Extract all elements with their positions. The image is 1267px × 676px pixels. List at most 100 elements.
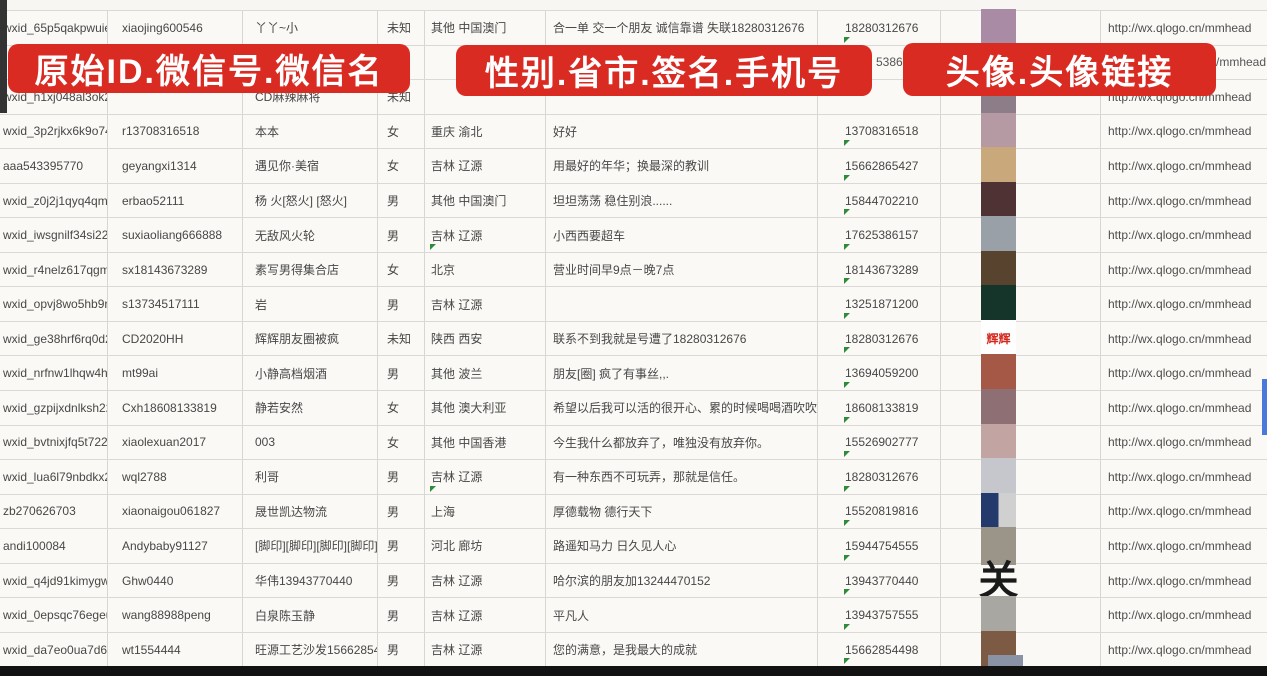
cell-signature[interactable]: 朋友[圈] 疯了有事丝,,. <box>546 356 818 391</box>
cell-signature[interactable]: 有一种东西不可玩弄，那就是信任。 <box>546 460 818 494</box>
cell-gender[interactable]: 男 <box>378 287 425 321</box>
cell-wechat-account[interactable]: Andybaby91127 <box>108 529 243 563</box>
cell-wechat-account[interactable]: xiaonaigou061827 <box>108 494 243 529</box>
cell-gender[interactable]: 女 <box>378 425 425 460</box>
cell-phone[interactable]: 15944754555 <box>818 529 941 563</box>
cell-avatar-link[interactable]: http://wx.qlogo.cn/mmhead <box>1108 20 1252 35</box>
cell-phone[interactable]: 18608133819 <box>818 391 941 425</box>
cell-avatar[interactable] <box>941 285 1101 324</box>
cell-avatar-link[interactable]: http://wx.qlogo.cn/mmhead <box>1108 262 1252 277</box>
cell-signature[interactable]: 营业时间早9点－晚7点 <box>546 252 818 287</box>
cell-original-id[interactable]: wxid_iwsgnilf34si22 <box>0 218 108 252</box>
cell-avatar-link[interactable]: http://wx.qlogo.cn/mmhead <box>1108 228 1252 243</box>
cell-province-city[interactable]: 吉林 辽源 <box>425 149 546 183</box>
cell-province-city[interactable]: 上海 <box>425 494 546 529</box>
cell-phone[interactable]: 15662854498 <box>818 632 941 667</box>
cell-phone[interactable] <box>818 80 941 114</box>
cell-wechat-name[interactable]: 利哥 <box>243 460 378 494</box>
cell-province-city[interactable] <box>425 80 546 114</box>
cell-wechat-name[interactable]: 丫丫~小 <box>243 11 378 45</box>
cell-original-id[interactable]: wxid_lua6l79nbdkx21 <box>0 460 108 494</box>
cell-phone[interactable]: 15662865427 <box>818 149 941 183</box>
cell-gender[interactable]: 男 <box>378 356 425 391</box>
cell-wechat-name[interactable]: 辉辉朋友圈被疯 <box>243 321 378 356</box>
cell-original-id[interactable]: wxid_h1xj048al3ok22 <box>0 80 108 114</box>
cell-signature[interactable]: 希望以后我可以活的很开心、累的时候喝喝酒吹吹[ <box>546 391 818 425</box>
cell-avatar-link[interactable]: http://wx.qlogo.cn/mmhead <box>1108 366 1252 381</box>
cell-signature[interactable] <box>546 287 818 321</box>
cell-province-city[interactable]: 吉林 辽源 <box>425 218 546 252</box>
cell-original-id[interactable]: wxid_0epsqc76egeu22 <box>0 598 108 632</box>
cell-avatar[interactable] <box>941 112 1101 151</box>
cell-avatar[interactable] <box>941 389 1101 428</box>
cell-gender[interactable]: 男 <box>378 529 425 563</box>
cell-phone[interactable]: 18280312676 <box>818 460 941 494</box>
cell-phone[interactable]: 17625386157 <box>818 218 941 252</box>
cell-gender[interactable]: 男 <box>378 183 425 218</box>
cell-original-id[interactable]: wxid_z0j2j1qyq4qm22 <box>0 183 108 218</box>
cell-phone[interactable]: 15844702210 <box>818 183 941 218</box>
cell-signature[interactable]: 坦坦荡荡 稳住别浪...... <box>546 183 818 218</box>
cell-wechat-account[interactable]: wql2788 <box>108 460 243 494</box>
cell-gender[interactable] <box>378 45 425 80</box>
cell-gender[interactable]: 女 <box>378 391 425 425</box>
cell-avatar[interactable] <box>941 527 1101 566</box>
cell-avatar-link[interactable]: http://wx.qlogo.cn/mmhead <box>1108 538 1252 553</box>
cell-avatar-link[interactable]: http://wx.qlogo.cn/mmhead <box>1108 608 1252 623</box>
cell-signature[interactable]: 今生我什么都放弃了，唯独没有放弃你。 <box>546 425 818 460</box>
cell-phone[interactable]: 18280312676 <box>818 11 941 45</box>
cell-signature[interactable]: 您的满意，是我最大的成就 <box>546 632 818 667</box>
cell-gender[interactable]: 未知 <box>378 80 425 114</box>
cell-gender[interactable]: 男 <box>378 494 425 529</box>
cell-wechat-account[interactable]: r13708316518 <box>108 114 243 149</box>
cell-wechat-name[interactable]: CD麻辣麻将 <box>243 80 378 114</box>
cell-avatar[interactable]: 关 <box>941 561 1101 601</box>
cell-province-city[interactable]: 重庆 渝北 <box>425 114 546 149</box>
cell-gender[interactable]: 未知 <box>378 11 425 45</box>
cell-original-id[interactable]: wxid_nrfnw1lhqw4h22 <box>0 356 108 391</box>
cell-wechat-name[interactable]: 003 <box>243 425 378 460</box>
cell-province-city[interactable]: 吉林 辽源 <box>425 632 546 667</box>
cell-wechat-account[interactable]: Cxh18608133819 <box>108 391 243 425</box>
cell-avatar-link[interactable]: http://wx.qlogo.cn/mmhead <box>1108 504 1252 519</box>
cell-gender[interactable]: 男 <box>378 218 425 252</box>
cell-avatar[interactable]: 辉辉 <box>941 319 1101 358</box>
cell-original-id[interactable]: wxid_65p5qakpwuie22 <box>0 11 108 45</box>
cell-wechat-account[interactable]: xiaojing600546 <box>108 11 243 45</box>
cell-gender[interactable]: 女 <box>378 149 425 183</box>
cell-wechat-name[interactable]: 静若安然 <box>243 391 378 425</box>
cell-signature[interactable]: 厚德载物 德行天下 <box>546 494 818 529</box>
cell-original-id[interactable]: wxid_ge38hrf6rq0d22 <box>0 321 108 356</box>
cell-phone[interactable]: 13251871200 <box>818 287 941 321</box>
cell-province-city[interactable]: 吉林 辽源 <box>425 460 546 494</box>
cell-province-city[interactable]: 其他 波兰 <box>425 356 546 391</box>
cell-gender[interactable]: 未知 <box>378 321 425 356</box>
cell-avatar-link[interactable]: http://wx.qlogo.cn/mmhead <box>1108 331 1252 346</box>
cell-wechat-name[interactable]: 本本 <box>243 114 378 149</box>
cell-province-city[interactable]: 河北 廊坊 <box>425 529 546 563</box>
cell-phone[interactable]: 15526902777 <box>818 425 941 460</box>
cell-gender[interactable]: 女 <box>378 114 425 149</box>
cell-avatar[interactable] <box>941 423 1101 462</box>
cell-wechat-name[interactable]: 岩 <box>243 287 378 321</box>
cell-phone[interactable]: 18143673289 <box>818 252 941 287</box>
cell-original-id[interactable]: wxid_r4nelz617qgm12 <box>0 252 108 287</box>
cell-gender[interactable]: 男 <box>378 632 425 667</box>
cell-signature[interactable]: 用最好的年华；换最深的教训 <box>546 149 818 183</box>
cell-avatar[interactable] <box>941 9 1101 47</box>
cell-avatar[interactable] <box>941 596 1101 635</box>
cell-signature[interactable]: 合一单 交一个朋友 诚信靠谱 失联18280312676 <box>546 11 818 45</box>
cell-wechat-account[interactable]: Ghw0440 <box>108 563 243 598</box>
cell-province-city[interactable]: 其他 中国澳门 <box>425 183 546 218</box>
cell-avatar[interactable] <box>941 250 1101 289</box>
cell-avatar-link[interactable]: http://wx.qlogo.cn/mmhead <box>1108 642 1252 657</box>
cell-avatar-link[interactable]: http://wx.qlogo.cn/mmhead <box>1108 297 1252 312</box>
cell-signature[interactable] <box>546 80 818 114</box>
cell-wechat-name[interactable]: 遇见你·美宿 <box>243 149 378 183</box>
cell-avatar[interactable] <box>941 492 1101 531</box>
cell-phone[interactable]: 15520819816 <box>818 494 941 529</box>
cell-province-city[interactable]: 北京 <box>425 252 546 287</box>
cell-wechat-name[interactable]: 杨 火[怒火] [怒火] <box>243 183 378 218</box>
cell-phone[interactable]: 13943770440 <box>818 563 941 598</box>
cell-wechat-account[interactable]: suxiaoliang666888 <box>108 218 243 252</box>
